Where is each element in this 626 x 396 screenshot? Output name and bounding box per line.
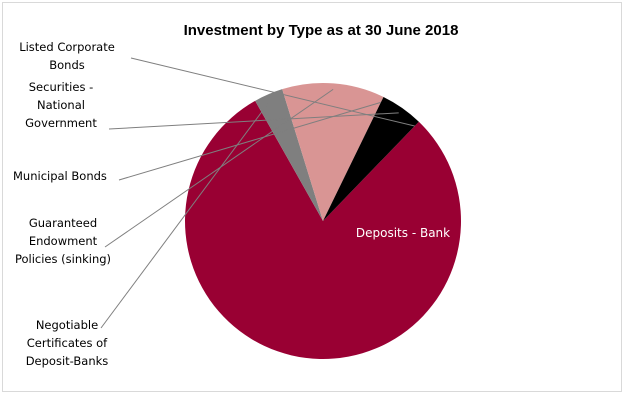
category-label-municipal-bonds: Municipal Bonds [13, 169, 107, 183]
leader-line-listed-corporate-bonds [130, 57, 415, 127]
leader-lines [100, 57, 415, 329]
pie-chart: Investment by Type as at 30 June 2018 De… [13, 22, 461, 368]
data-label-deposits-bank: Deposits - Bank [356, 226, 450, 240]
pie-slice-deposits-bank [185, 100, 461, 360]
leader-line-negotiable-certificates-of-deposit-banks [100, 99, 272, 329]
category-label-securities-national-government: Securities -National Government [25, 80, 97, 130]
pie-slice-securities-national-government [323, 96, 419, 221]
leader-line-municipal-bonds [118, 101, 382, 181]
category-labels: Deposits - Bank Negotiable Certificates of… [13, 40, 450, 368]
leader-line-guaranteed-endowment-policies-sinking [104, 88, 334, 248]
chart-title: Investment by Type as at 30 June 2018 [184, 22, 459, 39]
category-label-negotiable-certificates-of-deposit-banks: Negotiable Certificates of Deposit-Banks [26, 318, 109, 368]
category-label-listed-corporate-bonds: Listed Corporate Bonds [19, 40, 115, 72]
chart-frame: Investment by Type as at 30 June 2018 De… [2, 2, 622, 392]
pie-slice-negotiable-certificates-of-deposit-banks [255, 89, 323, 221]
leader-line-securities-national-government [108, 112, 399, 130]
category-label-guaranteed-endowment-policies-sinking: Guaranteed Endowment Policies (sinking) [15, 216, 111, 266]
pie-slices [185, 83, 461, 360]
